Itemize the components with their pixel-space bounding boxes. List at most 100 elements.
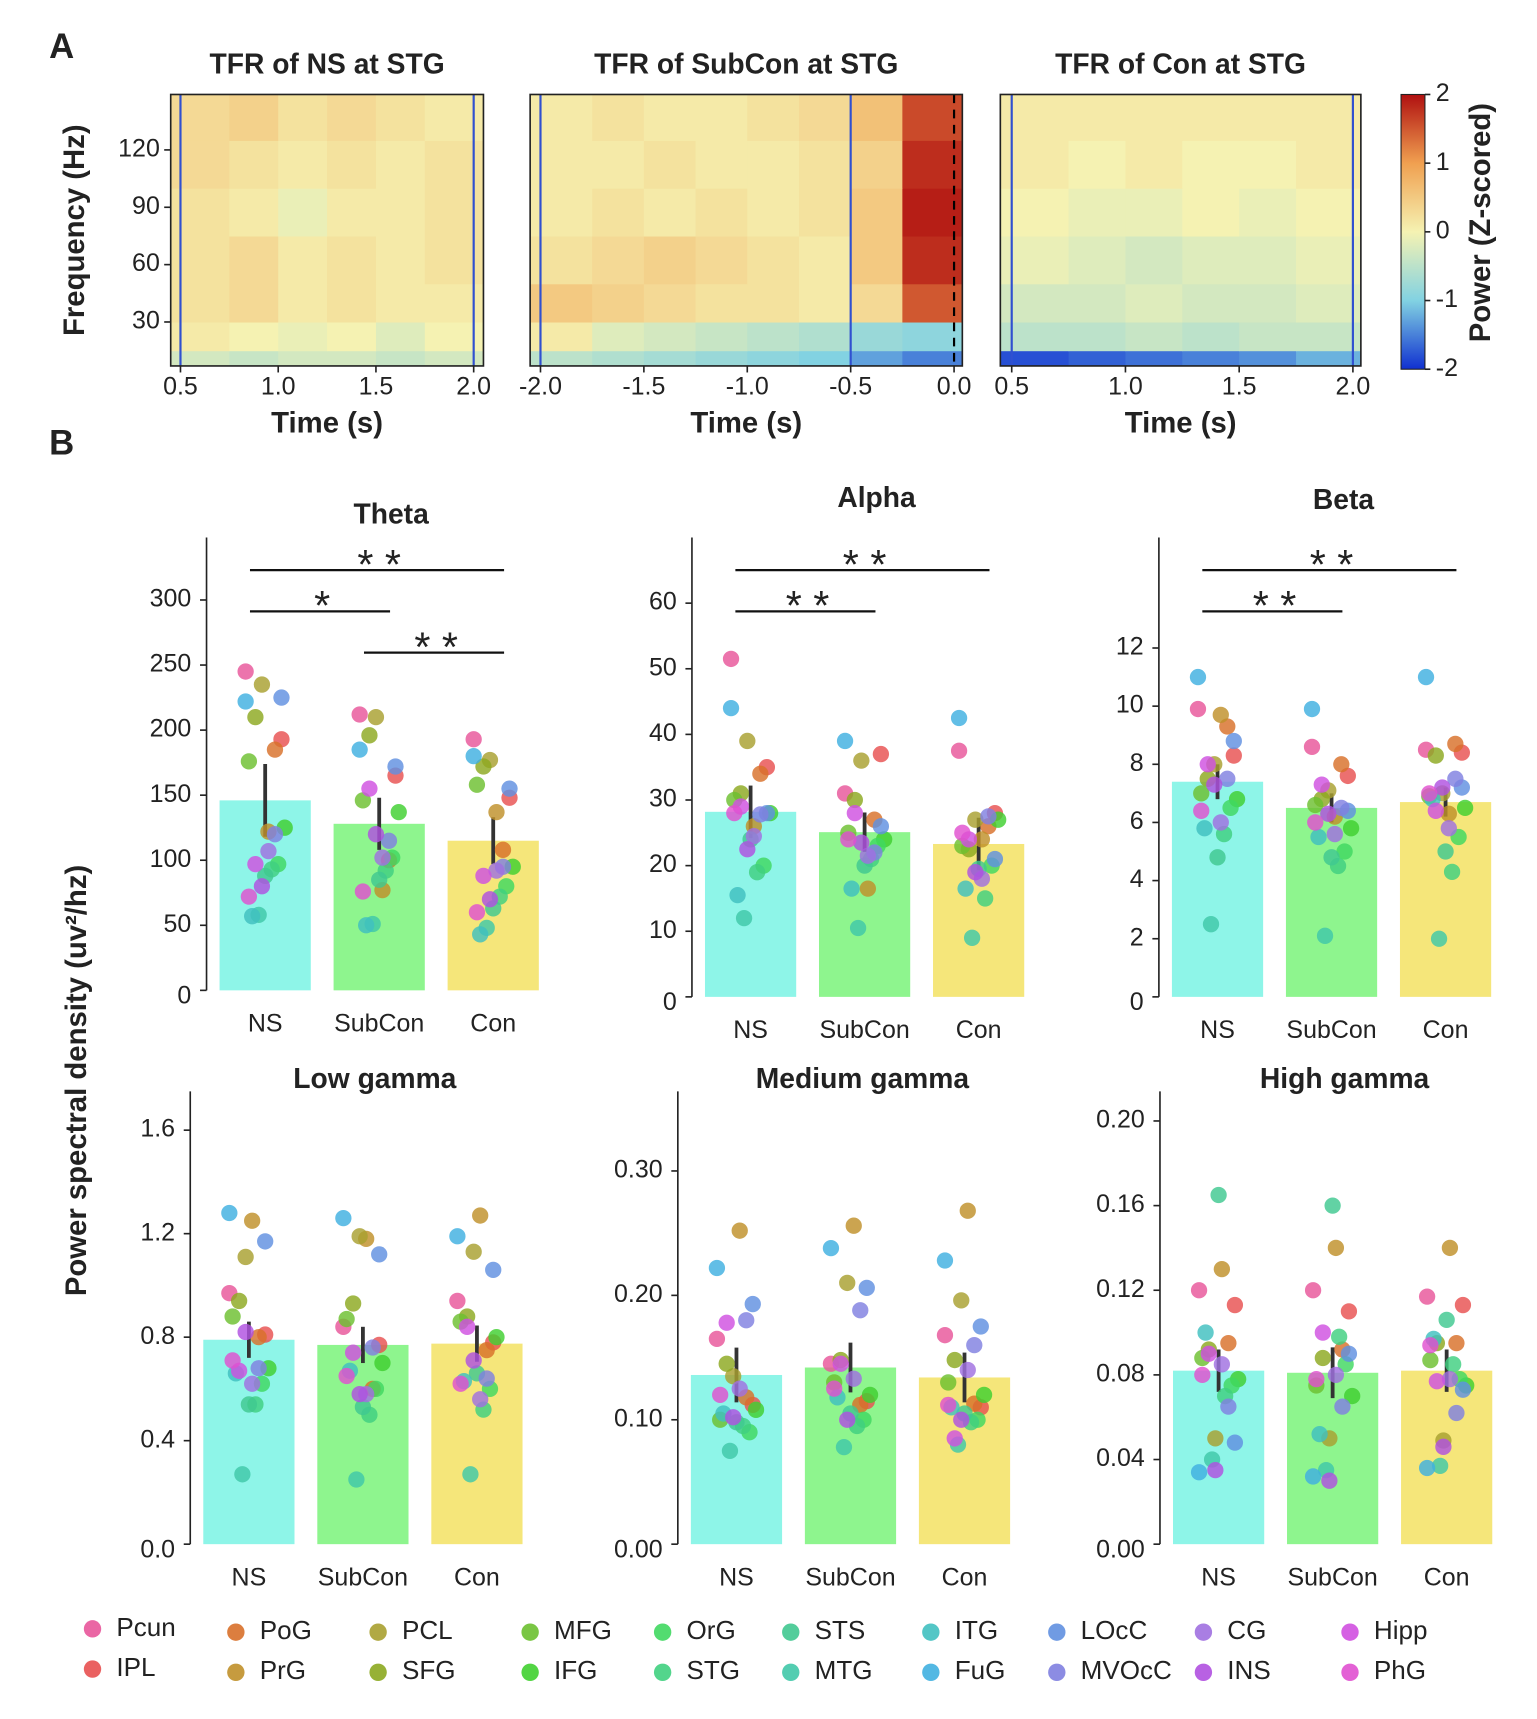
region-point <box>260 842 277 860</box>
legend-swatch <box>1341 1663 1359 1681</box>
region-point <box>986 850 1004 868</box>
heatmap-cell <box>695 283 748 323</box>
y-tick-label: 0 <box>1130 988 1144 1016</box>
heatmap-cell <box>902 140 963 189</box>
significance-label: * * <box>1310 542 1354 588</box>
heatmap-cell <box>695 140 748 189</box>
plot-frame <box>529 93 964 367</box>
panel-label: A <box>49 28 74 66</box>
region-point <box>1304 1282 1322 1299</box>
region-point <box>1189 668 1207 686</box>
y-tick-label: 120 <box>118 135 160 163</box>
region-point <box>257 1233 274 1250</box>
heatmap-cell <box>530 350 593 366</box>
y-tick-label: 0.16 <box>1096 1190 1145 1218</box>
heatmap-cell <box>643 235 697 285</box>
plot-frame <box>169 93 485 367</box>
heatmap-cell <box>1296 94 1361 141</box>
heatmap <box>170 94 484 366</box>
y-tick-label: 0.8 <box>140 1322 175 1350</box>
heatmap-cell <box>229 283 279 323</box>
chart-title: TFR of Con at STG <box>1055 48 1306 80</box>
region-point <box>475 867 492 884</box>
x-tick-label: Con <box>1424 1564 1470 1592</box>
heatmap-cell <box>902 350 963 366</box>
region-point <box>1327 1366 1345 1384</box>
region-point <box>845 1217 862 1234</box>
heatmap-cell <box>747 94 800 141</box>
region-point <box>959 1361 976 1379</box>
region-point <box>1440 820 1457 837</box>
x-tick-label: Con <box>470 1010 516 1038</box>
region-point <box>853 752 870 769</box>
heatmap-cell <box>1125 235 1183 285</box>
region-point <box>940 1374 957 1391</box>
heatmap-cell <box>695 235 748 285</box>
region-point <box>739 732 756 750</box>
region-point <box>1225 732 1242 750</box>
region-point <box>1422 1337 1439 1354</box>
bar <box>1171 781 1264 997</box>
heatmap-cell <box>850 140 903 189</box>
legend-swatch <box>521 1663 539 1681</box>
y-tick-label: 0.08 <box>1096 1359 1145 1387</box>
region-point <box>975 1386 993 1404</box>
region-point <box>1190 1464 1208 1481</box>
y-tick-label: 6 <box>1130 807 1144 835</box>
region-point <box>1422 1351 1439 1369</box>
x-tick-label: NS <box>232 1564 267 1592</box>
chart-title: Alpha <box>837 481 916 513</box>
region-point <box>1222 799 1239 817</box>
region-point <box>1336 843 1353 860</box>
region-point <box>250 1329 267 1346</box>
region-point <box>1307 796 1324 814</box>
region-point <box>247 855 264 873</box>
heatmap-cell <box>278 235 328 285</box>
legend-swatch <box>227 1623 245 1641</box>
y-tick-label: 100 <box>150 845 192 873</box>
region-point <box>462 1466 479 1483</box>
heatmap-cell <box>278 188 328 237</box>
heatmap-cell <box>695 188 748 237</box>
region-point <box>1440 805 1457 822</box>
x-tick-label: SubCon <box>1286 1016 1376 1044</box>
heatmap-cell <box>375 350 426 366</box>
region-point <box>722 650 740 668</box>
region-point <box>374 1354 391 1372</box>
region-point <box>390 803 407 821</box>
legend-swatch <box>227 1663 245 1681</box>
y-tick-label: 0.0 <box>140 1535 175 1563</box>
region-point <box>957 880 974 897</box>
bar <box>1401 1370 1493 1545</box>
region-point <box>1209 849 1226 866</box>
heatmap-cell <box>1068 94 1126 141</box>
region-point <box>1428 1373 1446 1390</box>
legend-label: IFG <box>554 1655 597 1685</box>
heatmap-cell <box>902 235 963 285</box>
region-point <box>1333 799 1350 817</box>
heatmap <box>530 94 963 366</box>
region-point <box>253 676 271 693</box>
y-tick-label: 0.30 <box>614 1156 663 1184</box>
region-point <box>1437 843 1454 860</box>
region-point <box>946 1351 963 1369</box>
heatmap-cell <box>375 321 426 352</box>
region-point <box>966 1336 983 1354</box>
x-tick-label: Con <box>956 1016 1002 1044</box>
x-tick-label: 1.5 <box>359 372 394 400</box>
region-point <box>859 847 877 864</box>
region-point <box>501 780 518 797</box>
region-point <box>1303 700 1321 718</box>
legend-label: PoG <box>260 1615 312 1645</box>
bar <box>804 1367 897 1545</box>
heatmap-cell <box>695 321 748 352</box>
heatmap-cell <box>643 283 697 323</box>
legend-label: STG <box>687 1655 741 1685</box>
heatmap-cell <box>902 188 963 237</box>
y-tick-label: 1.2 <box>140 1218 175 1246</box>
region-point <box>1196 820 1213 837</box>
heatmap-cell <box>592 94 645 141</box>
y-tick-label: 300 <box>150 585 192 613</box>
region-point <box>739 841 756 858</box>
region-point <box>240 1396 258 1413</box>
